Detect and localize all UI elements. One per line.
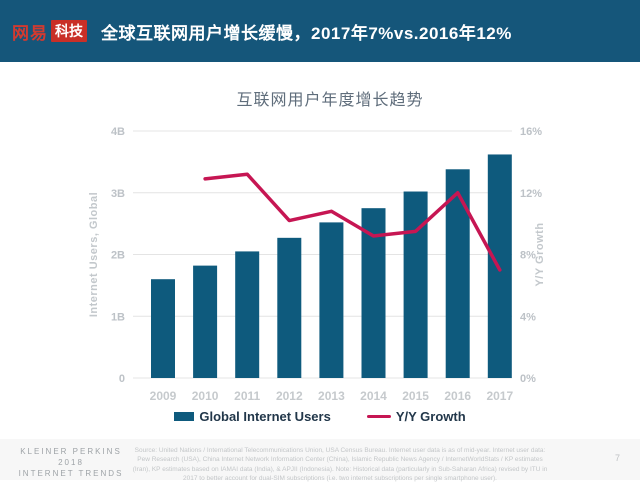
x-axis-label-2017: 2017 [486,389,513,403]
bar-2009 [151,279,175,378]
left-axis-tick: 1B [111,311,125,323]
bar-2012 [277,237,302,378]
right-axis-tick: 8% [520,250,536,262]
legend-item-yy-growth: Y/Y Growth [366,409,466,424]
chart-legend: Global Internet Users Y/Y Growth [0,409,640,424]
tech-logo-badge: 科技 [51,20,87,42]
brand-line: KLEINER PERKINS [20,447,122,456]
left-axis-label: Internet Users, Global [88,192,100,317]
internet-users-growth-chart: 0 0% 1B 4% 2B 8% 3B 12% 4B 16% Internet Users, Glo… [88,126,546,403]
x-axis-label-2011: 2011 [234,389,260,403]
legend-label: Global Internet Users [199,409,331,424]
x-axis-label-2012: 2012 [276,389,303,403]
bar-2011 [235,251,260,378]
left-axis-tick: 3B [111,188,125,200]
footer-bar: KLEINER PERKINS 2018 INTERNET TRENDS Sou… [0,439,640,482]
right-axis-tick: 12% [520,188,542,200]
x-axis-label-2015: 2015 [402,389,429,403]
x-axis-label-2013: 2013 [318,389,345,403]
brand-line: INTERNET TRENDS [18,468,124,478]
growth-line [203,172,502,272]
netease-logo-text: 网易 [12,23,48,43]
left-axis-tick: 2B [111,250,125,262]
header-bar: 网易 科技 全球互联网用户增长缓慢，2017年7%vs.2016年12% [0,0,640,62]
brand-line: 2018 [58,457,84,467]
bar-series-swatch [174,412,195,421]
bar-2017 [487,154,512,378]
source-note: Source: United Nations / International T… [132,447,548,483]
bar-2015 [403,191,428,378]
x-axis-label-2014: 2014 [360,389,387,403]
right-axis-tick: 4% [520,311,536,323]
page-number: 7 [614,453,620,463]
kleiner-perkins-brand: KLEINER PERKINS 2018 INTERNET TRENDS [8,447,134,479]
bar-2013 [319,222,344,378]
chart-title: 互联网用户年度增长趋势 [236,92,424,109]
right-axis-label: Y/Y Growth [534,222,546,286]
x-axis-label-2009: 2009 [150,389,177,403]
left-axis-tick: 4B [111,126,125,138]
bar-2010 [193,265,218,378]
right-axis-tick: 16% [520,126,542,138]
legend-label: Y/Y Growth [395,409,466,424]
line-series-swatch [366,415,391,418]
right-axis-tick: 0% [520,373,536,385]
page-title: 全球互联网用户增长缓慢，2017年7%vs.2016年12% [101,23,512,43]
x-axis-label-2016: 2016 [444,389,471,403]
x-axis-label-2010: 2010 [192,389,219,403]
left-axis-tick: 0 [119,373,125,385]
legend-item-global-internet-users: Global Internet Users [174,409,331,424]
netease-tech-logo: 网易 科技 [12,19,87,44]
